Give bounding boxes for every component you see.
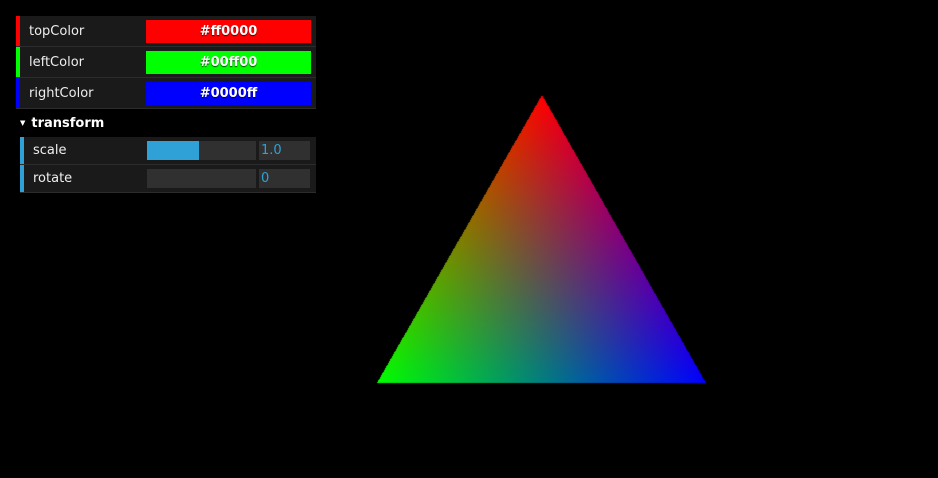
scale-label: scale: [33, 143, 67, 158]
rotate-input[interactable]: [259, 169, 310, 188]
top-color-label: topColor: [29, 23, 85, 39]
scale-slider[interactable]: [147, 141, 256, 160]
controls-panel: topColor #ff0000 leftColor #00ff00 right…: [16, 16, 316, 193]
top-color-picker[interactable]: #ff0000: [146, 19, 311, 43]
transform-folder-toggle[interactable]: ▼ transform: [16, 109, 316, 137]
scale-slider-fill: [147, 141, 200, 160]
transform-folder: scale rotate: [20, 137, 316, 193]
left-color-row: leftColor #00ff00: [16, 47, 316, 78]
scale-input[interactable]: [259, 141, 310, 160]
transform-folder-title: transform: [31, 115, 105, 131]
rotate-row: rotate: [20, 165, 316, 193]
right-color-row: rightColor #0000ff: [16, 78, 316, 109]
rotate-label: rotate: [33, 171, 73, 186]
caret-down-icon: ▼: [20, 119, 26, 127]
right-color-picker[interactable]: #0000ff: [146, 81, 311, 105]
rotate-stripe: [20, 165, 24, 192]
rotate-slider[interactable]: [147, 169, 256, 188]
top-color-row: topColor #ff0000: [16, 16, 316, 47]
left-color-label: leftColor: [29, 54, 84, 70]
right-color-label: rightColor: [29, 85, 94, 101]
right-color-stripe: [16, 78, 20, 108]
left-color-picker[interactable]: #00ff00: [146, 50, 311, 74]
top-color-stripe: [16, 16, 20, 46]
left-color-stripe: [16, 47, 20, 77]
scale-row: scale: [20, 137, 316, 165]
scale-stripe: [20, 137, 24, 164]
